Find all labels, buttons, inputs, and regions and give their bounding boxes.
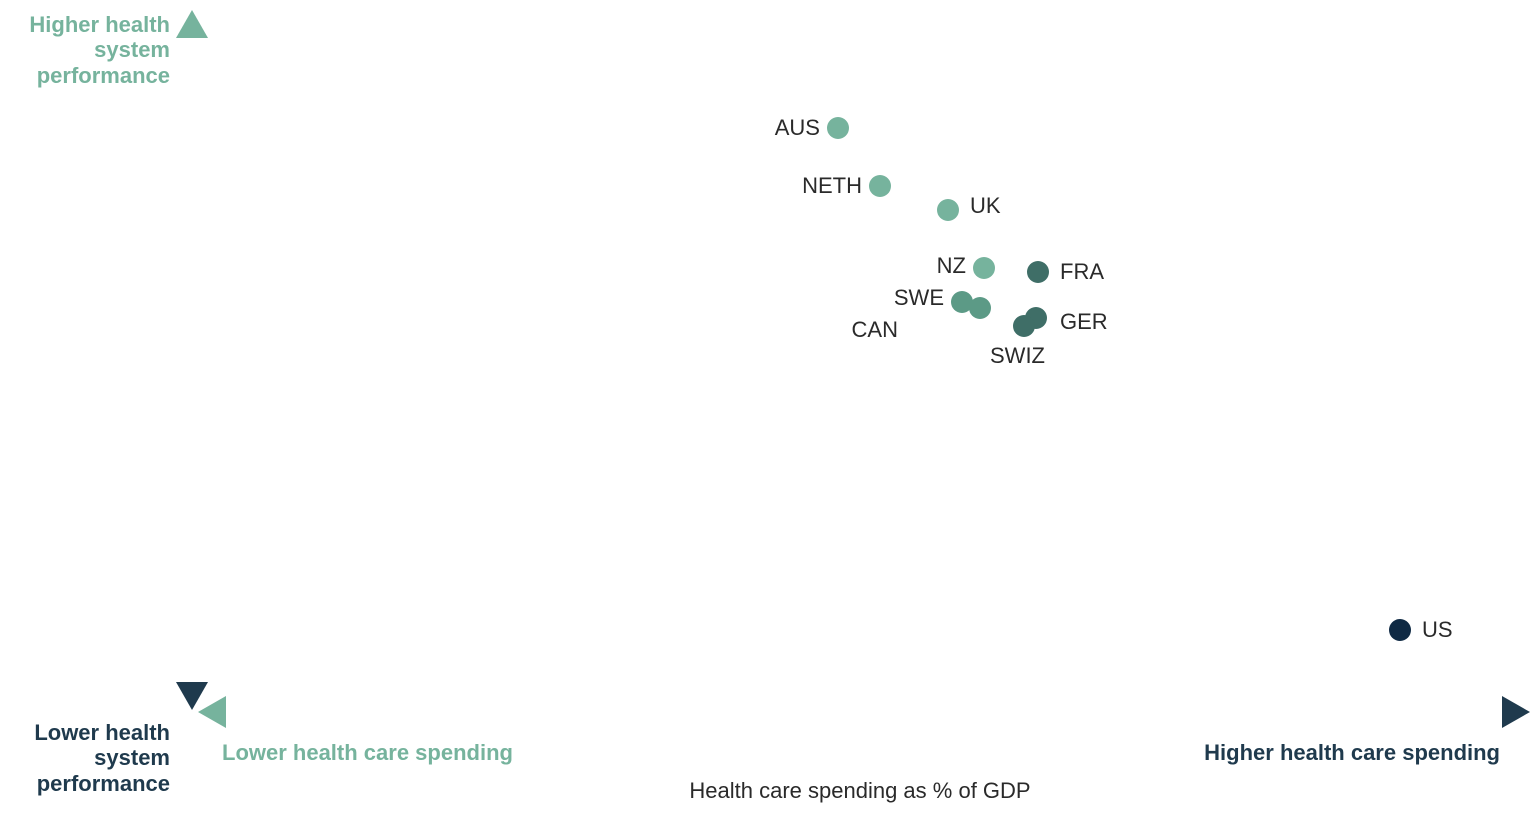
y-axis-label-top: Higher health system performance — [29, 12, 170, 88]
point-fra — [1027, 261, 1049, 283]
point-label-ger: GER — [1060, 309, 1108, 335]
point-label-aus: AUS — [775, 115, 820, 141]
x-axis-label-right: Higher health care spending — [1204, 740, 1500, 765]
point-label-us: US — [1422, 617, 1453, 643]
chart-svg — [0, 0, 1536, 814]
point-label-swe: SWE — [894, 285, 944, 311]
data-points — [827, 117, 1411, 641]
health-spending-vs-performance-chart: Higher health system performance Lower h… — [0, 0, 1536, 814]
point-label-can: CAN — [852, 317, 898, 343]
x-axis-caption: Health care spending as % of GDP — [689, 778, 1030, 804]
point-label-neth: NETH — [802, 173, 862, 199]
axes — [176, 10, 1530, 728]
point-swiz — [1013, 315, 1035, 337]
point-can — [969, 297, 991, 319]
point-neth — [869, 175, 891, 197]
point-label-swiz: SWIZ — [990, 343, 1045, 369]
point-label-uk: UK — [970, 193, 1001, 219]
point-label-fra: FRA — [1060, 259, 1104, 285]
point-aus — [827, 117, 849, 139]
point-uk — [937, 199, 959, 221]
x-axis-label-left: Lower health care spending — [222, 740, 513, 765]
point-us — [1389, 619, 1411, 641]
point-nz — [973, 257, 995, 279]
point-label-nz: NZ — [937, 253, 966, 279]
y-axis-label-bottom: Lower health system performance — [34, 720, 170, 796]
